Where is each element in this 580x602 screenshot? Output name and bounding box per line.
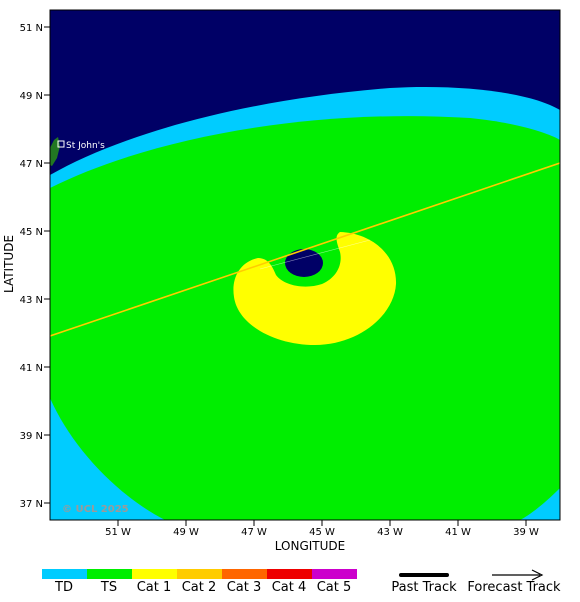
lon-tick-label: 49 W xyxy=(173,527,199,538)
lat-tick-label: 45 N xyxy=(20,227,43,238)
forecast-track-label: Forecast Track xyxy=(467,580,561,595)
legend-label-cat5: Cat 5 xyxy=(317,580,352,595)
lat-tick-label: 49 N xyxy=(20,91,43,102)
lon-tick-label: 41 W xyxy=(445,527,471,538)
lon-tick-label: 39 W xyxy=(513,527,539,538)
legend-swatch-cat3 xyxy=(222,569,267,579)
lat-tick-label: 51 N xyxy=(20,23,43,34)
intensity-legend: TD TS Cat 1 Cat 2 Cat 3 Cat 4 Cat 5 xyxy=(42,569,357,595)
latitude-axis: 51 N 49 N 47 N 45 N 43 N 41 N 39 N 37 N xyxy=(20,23,50,510)
lat-tick-label: 47 N xyxy=(20,159,43,170)
storm-track-highlight xyxy=(259,239,371,270)
legend-swatch-cat2 xyxy=(177,569,222,579)
legend-label-ts: TS xyxy=(100,580,117,595)
lon-tick-label: 45 W xyxy=(309,527,335,538)
legend-swatch-ts xyxy=(87,569,132,579)
lon-tick-label: 51 W xyxy=(105,527,131,538)
lat-tick-label: 39 N xyxy=(20,431,43,442)
lon-tick-label: 43 W xyxy=(377,527,403,538)
map-plot-area xyxy=(50,10,560,520)
legend-swatch-cat4 xyxy=(267,569,312,579)
legend-label-cat1: Cat 1 xyxy=(137,580,172,595)
legend-label-cat2: Cat 2 xyxy=(182,580,217,595)
city-label: St John's xyxy=(66,141,105,151)
st-johns-marker-icon xyxy=(57,140,65,148)
lat-tick-label: 41 N xyxy=(20,363,43,374)
past-track-label: Past Track xyxy=(391,580,457,595)
legend-swatch-td xyxy=(42,569,87,579)
y-axis-title: LATITUDE xyxy=(2,235,16,293)
legend-label-td: TD xyxy=(54,580,73,595)
x-axis-title: LONGITUDE xyxy=(275,539,345,553)
legend-label-cat3: Cat 3 xyxy=(227,580,262,595)
lat-tick-label: 43 N xyxy=(20,295,43,306)
storm-track-line xyxy=(50,162,560,337)
forecast-track-arrow-icon xyxy=(492,569,544,581)
legend-swatch-cat1 xyxy=(132,569,177,579)
lat-tick-label: 37 N xyxy=(20,499,43,510)
plot-frame xyxy=(49,9,561,521)
legend-swatch-cat5 xyxy=(312,569,357,579)
storm-eye xyxy=(285,249,323,277)
copyright-label: © UCL 2025 xyxy=(62,504,129,515)
lon-tick-label: 47 W xyxy=(241,527,267,538)
category-1-swath xyxy=(233,232,397,345)
longitude-axis: 51 W 49 W 47 W 45 W 43 W 41 W 39 W xyxy=(105,520,539,538)
legend-label-cat4: Cat 4 xyxy=(272,580,307,595)
